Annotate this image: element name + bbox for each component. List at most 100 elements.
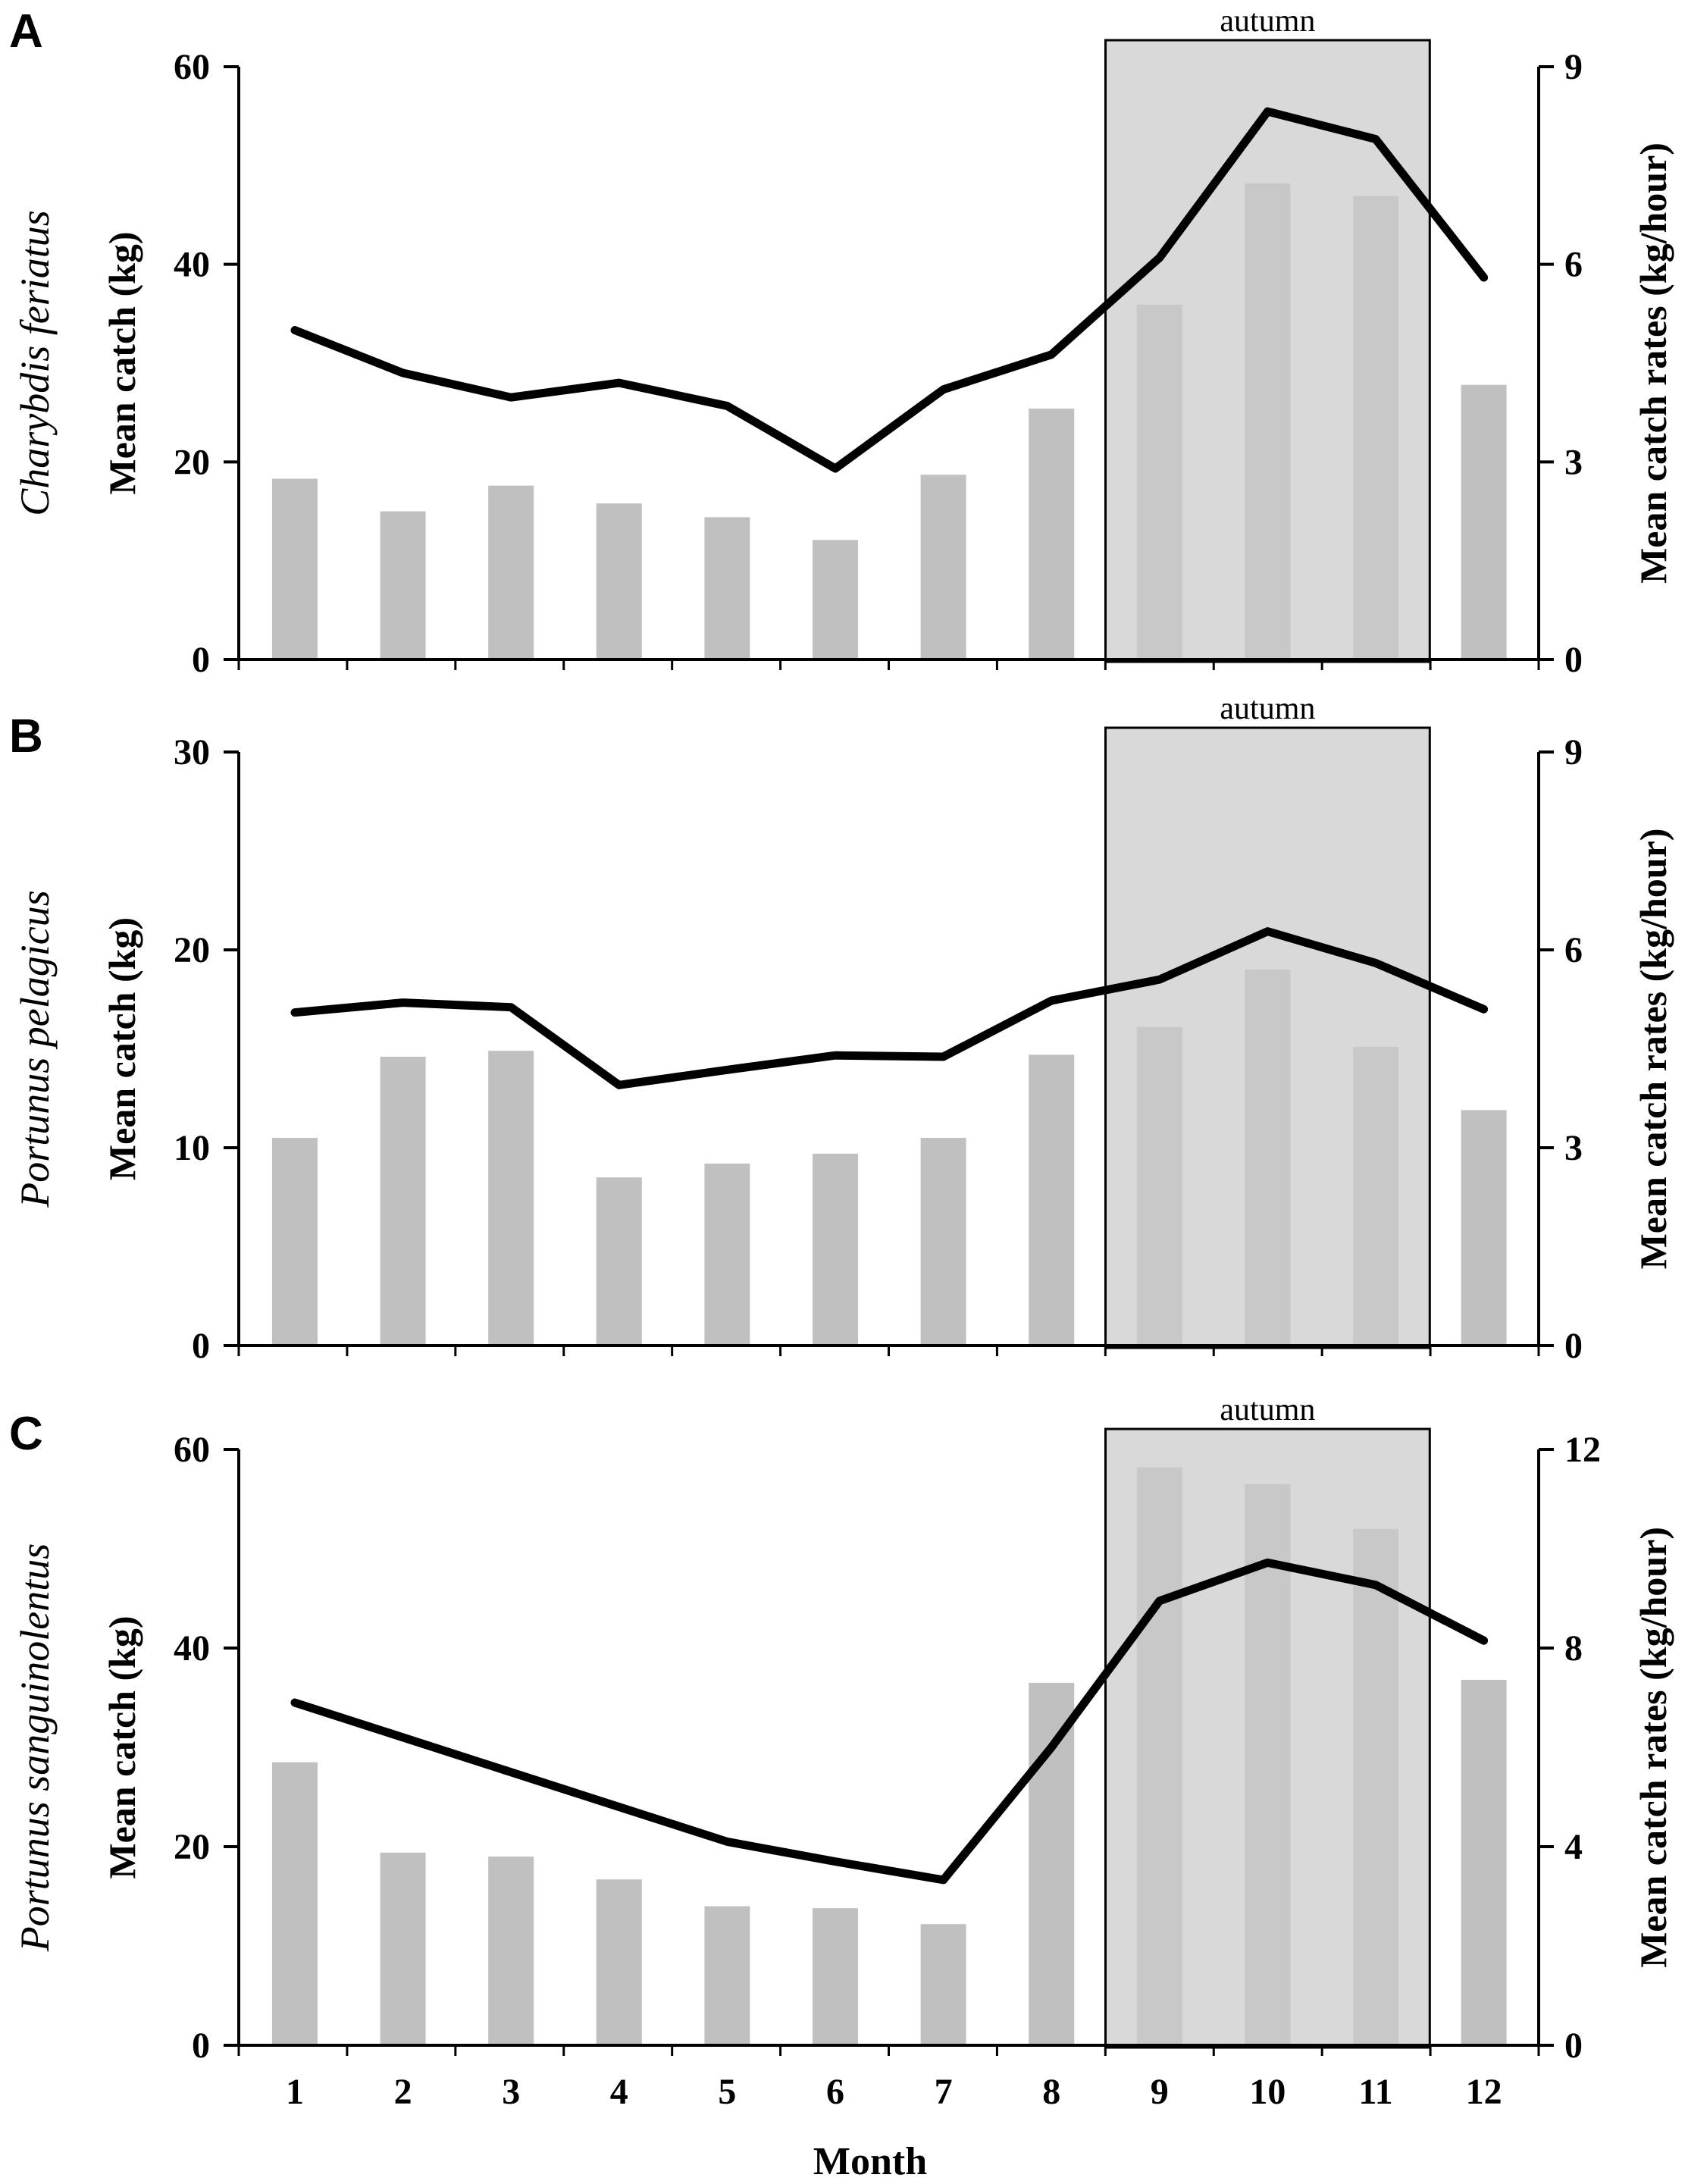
right-tick-label: 9 [1564,47,1583,87]
bar-month-7 [920,475,966,660]
x-tick-label-month-12: 12 [1466,2072,1502,2112]
bar-month-11 [1353,196,1398,660]
x-tick-label-month-1: 1 [286,2072,304,2112]
right-tick-label: 6 [1564,930,1583,970]
right-axis-title: Mean catch rates (kg/hour) [1632,1527,1674,1968]
left-axis-title: Mean catch (kg) [101,231,143,494]
catch-rate-point-month-2 [402,1736,404,1738]
panel-letter: C [9,1408,43,1460]
bar-month-8 [1029,1054,1075,1346]
catch-rate-point-month-8 [1051,999,1053,1001]
bar-month-11 [1353,1046,1398,1346]
left-tick-label: 0 [192,2026,210,2066]
catch-rate-point-month-2 [402,372,404,374]
bar-month-5 [704,1163,750,1346]
bar-month-9 [1136,1026,1182,1346]
bar-month-12 [1461,1679,1507,2045]
catch-rate-point-month-5 [726,1841,728,1843]
right-tick-label: 0 [1564,1326,1583,1366]
bar-month-4 [596,1879,642,2045]
panel-b: autumn 0 10 20 30 0 3 6 9 Mean catch (kg) Mean cat… [9,691,1674,1366]
panel-letter: A [9,5,43,58]
catch-rate-point-month-2 [402,1001,404,1004]
right-tick-label: 0 [1564,640,1583,680]
x-tick-label-month-3: 3 [502,2072,520,2112]
x-axis-title: Month [813,2140,927,2183]
catch-rate-point-month-8 [1051,1747,1053,1748]
bar-month-2 [380,511,426,660]
x-tick-label-month-11: 11 [1358,2072,1392,2112]
bar-month-9 [1136,1467,1182,2045]
panel-c: autumn 0 20 40 60 0 4 8 12 Mean catch (kg) Mean ca… [9,1393,1674,2066]
bar-month-12 [1461,384,1507,660]
season-label: autumn [1220,691,1315,726]
catch-rate-point-month-6 [835,1860,836,1863]
left-axis-title: Mean catch (kg) [101,1615,143,1878]
bar-month-6 [813,1908,858,2045]
left-tick-label: 40 [174,1628,210,1669]
bar-month-10 [1245,183,1291,660]
catch-rate-point-month-10 [1267,930,1269,932]
catch-rate-point-month-12 [1483,1008,1485,1011]
right-axis-title: Mean catch rates (kg/hour) [1632,143,1674,584]
bar-month-2 [380,1056,426,1346]
catch-rate-point-month-1 [294,1702,296,1704]
left-tick-label: 30 [174,732,210,772]
catch-rate-point-month-8 [1051,353,1053,356]
panel-letter: B [9,710,43,763]
left-axis-title: Mean catch (kg) [101,917,143,1180]
catch-rate-point-month-5 [726,405,728,407]
left-tick-label: 0 [192,1326,210,1366]
catch-rate-point-month-11 [1375,1584,1376,1586]
catch-rate-point-month-10 [1267,111,1269,113]
bar-month-6 [813,1153,858,1346]
catch-rate-point-month-9 [1158,979,1160,981]
bar-month-8 [1029,1682,1075,2045]
catch-rate-line [290,1558,1489,1885]
catch-rate-point-month-11 [1375,138,1376,140]
right-tick-label: 12 [1564,1430,1601,1470]
catch-rate-point-month-7 [942,1878,944,1881]
left-tick-label: 40 [174,245,210,285]
catch-rate-point-month-9 [1158,1600,1160,1602]
right-tick-label: 3 [1564,442,1583,482]
catch-rate-point-month-10 [1267,1562,1269,1564]
right-tick-label: 9 [1564,732,1583,772]
species-name: Charybdis feriatus [12,210,58,516]
left-tick-label: 60 [174,47,210,87]
season-label: autumn [1220,1393,1315,1427]
left-tick-label: 60 [174,1430,210,1470]
catch-rate-point-month-7 [942,1055,944,1058]
catch-rate-line [290,107,1489,473]
catch-rate-point-month-3 [510,396,512,399]
bar-month-10 [1245,970,1291,1346]
catch-rate-point-month-11 [1375,962,1376,964]
catch-rate-point-month-1 [294,1011,296,1014]
catch-rate-point-month-12 [1483,1640,1485,1642]
season-label: autumn [1220,4,1315,39]
x-tick-label-month-6: 6 [826,2072,844,2112]
catch-rate-line [290,927,1489,1089]
catch-rate-point-month-4 [618,1084,620,1086]
bar-month-12 [1461,1110,1507,1346]
bar-month-11 [1353,1528,1398,2045]
bar-month-10 [1245,1484,1291,2045]
catch-rate-point-month-3 [510,1006,512,1008]
left-tick-label: 20 [174,930,210,970]
bar-month-1 [272,478,318,660]
right-tick-label: 6 [1564,245,1583,285]
x-tick-label-month-4: 4 [610,2072,628,2112]
species-name: Portunus sanguinolentus [12,1543,58,1953]
left-tick-label: 20 [174,442,210,482]
right-tick-label: 8 [1564,1628,1583,1669]
bar-month-5 [704,1906,750,2045]
left-tick-label: 20 [174,1827,210,1867]
bar-month-1 [272,1137,318,1346]
catch-rate-point-month-6 [835,1054,836,1057]
bar-month-7 [920,1924,966,2045]
catch-rate-point-month-1 [294,329,296,331]
catch-rate-point-month-12 [1483,277,1485,279]
bar-month-3 [488,1857,534,2045]
bar-month-2 [380,1852,426,2045]
x-tick-label-month-9: 9 [1151,2072,1169,2112]
